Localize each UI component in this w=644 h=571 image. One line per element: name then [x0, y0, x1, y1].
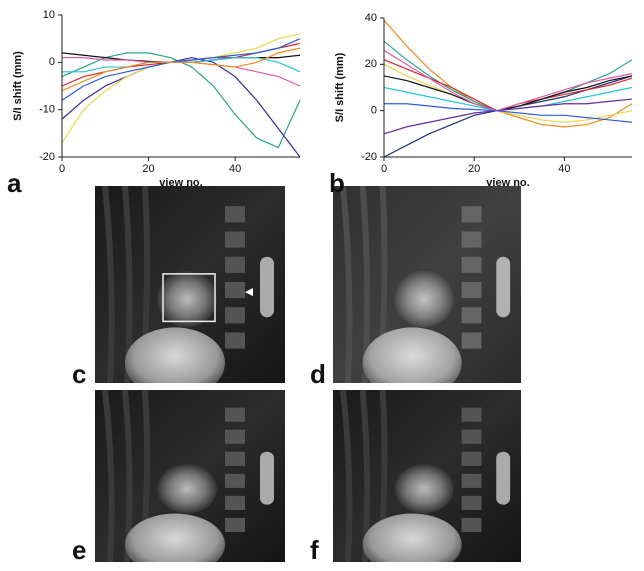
x-axis-label: view no. [159, 177, 202, 189]
y-tick-label: 10 [43, 9, 55, 21]
panel-label: f [310, 535, 319, 565]
panel-label: a [7, 168, 22, 198]
image-f [333, 390, 521, 571]
panel-label: b [329, 168, 345, 198]
y-tick-label: 0 [49, 56, 55, 68]
series-line [383, 63, 633, 123]
x-tick-label: 0 [59, 163, 65, 175]
image-e [95, 390, 285, 571]
series-line [383, 19, 633, 128]
panel-label: c [72, 359, 86, 389]
series-line [383, 49, 633, 112]
y-tick-label: 40 [365, 12, 377, 24]
x-tick-label: 40 [229, 163, 241, 175]
series-line [383, 75, 633, 112]
x-axis-label: view no. [486, 177, 529, 189]
x-tick-label: 0 [381, 163, 387, 175]
panel-label: e [72, 535, 86, 565]
image-c [95, 186, 285, 398]
series-line [61, 38, 301, 101]
series-line [61, 47, 301, 92]
series-line [383, 98, 633, 135]
series-line [384, 103, 633, 123]
x-tick-label: 40 [558, 163, 570, 175]
y-axis-label: S/I shift (mm) [334, 52, 346, 122]
y-tick-label: 20 [365, 58, 377, 70]
panel-label: d [310, 359, 326, 389]
y-axis-label: S/I shift (mm) [12, 51, 24, 121]
series-line [383, 40, 633, 112]
y-tick-label: -20 [39, 151, 55, 163]
x-tick-label: 20 [468, 163, 480, 175]
y-tick-label: -20 [361, 151, 377, 163]
x-tick-label: 20 [142, 163, 154, 175]
y-tick-label: -10 [39, 104, 55, 116]
y-tick-label: 0 [371, 105, 377, 117]
series-line [61, 56, 301, 158]
series-line [61, 52, 301, 149]
image-d [333, 186, 521, 398]
series-line [61, 33, 301, 144]
